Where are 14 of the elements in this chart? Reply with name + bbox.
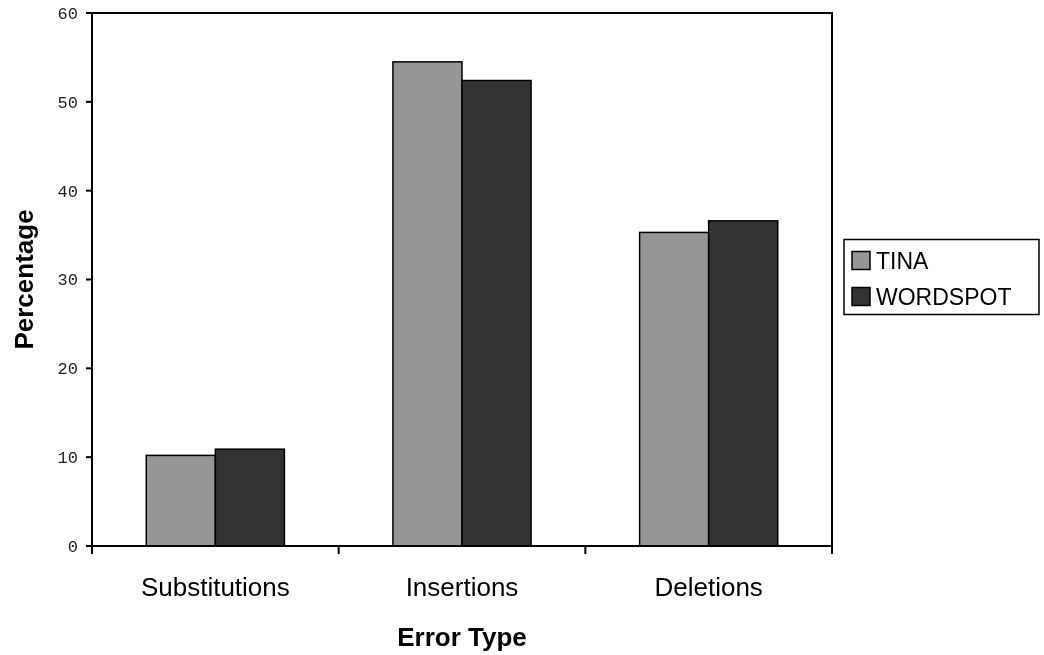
x-tick-label: Substitutions (140, 572, 290, 602)
y-tick-label: 40 (57, 182, 78, 202)
y-tick-label: 0 (67, 537, 78, 557)
y-axis-title: Percentage (9, 209, 39, 350)
y-tick-label: 10 (57, 449, 78, 469)
x-tick-label: Insertions (405, 572, 519, 602)
y-tick-label: 30 (57, 271, 78, 291)
y-tick-label: 20 (57, 360, 78, 380)
legend-label: TINA (876, 247, 930, 274)
x-axis-title: Error Type (397, 622, 527, 652)
y-tick-label: 60 (57, 4, 78, 24)
x-tick-label: Deletions (654, 572, 763, 602)
y-tick-label: 50 (57, 93, 78, 113)
legend-label: WORDSPOT (876, 283, 1012, 310)
